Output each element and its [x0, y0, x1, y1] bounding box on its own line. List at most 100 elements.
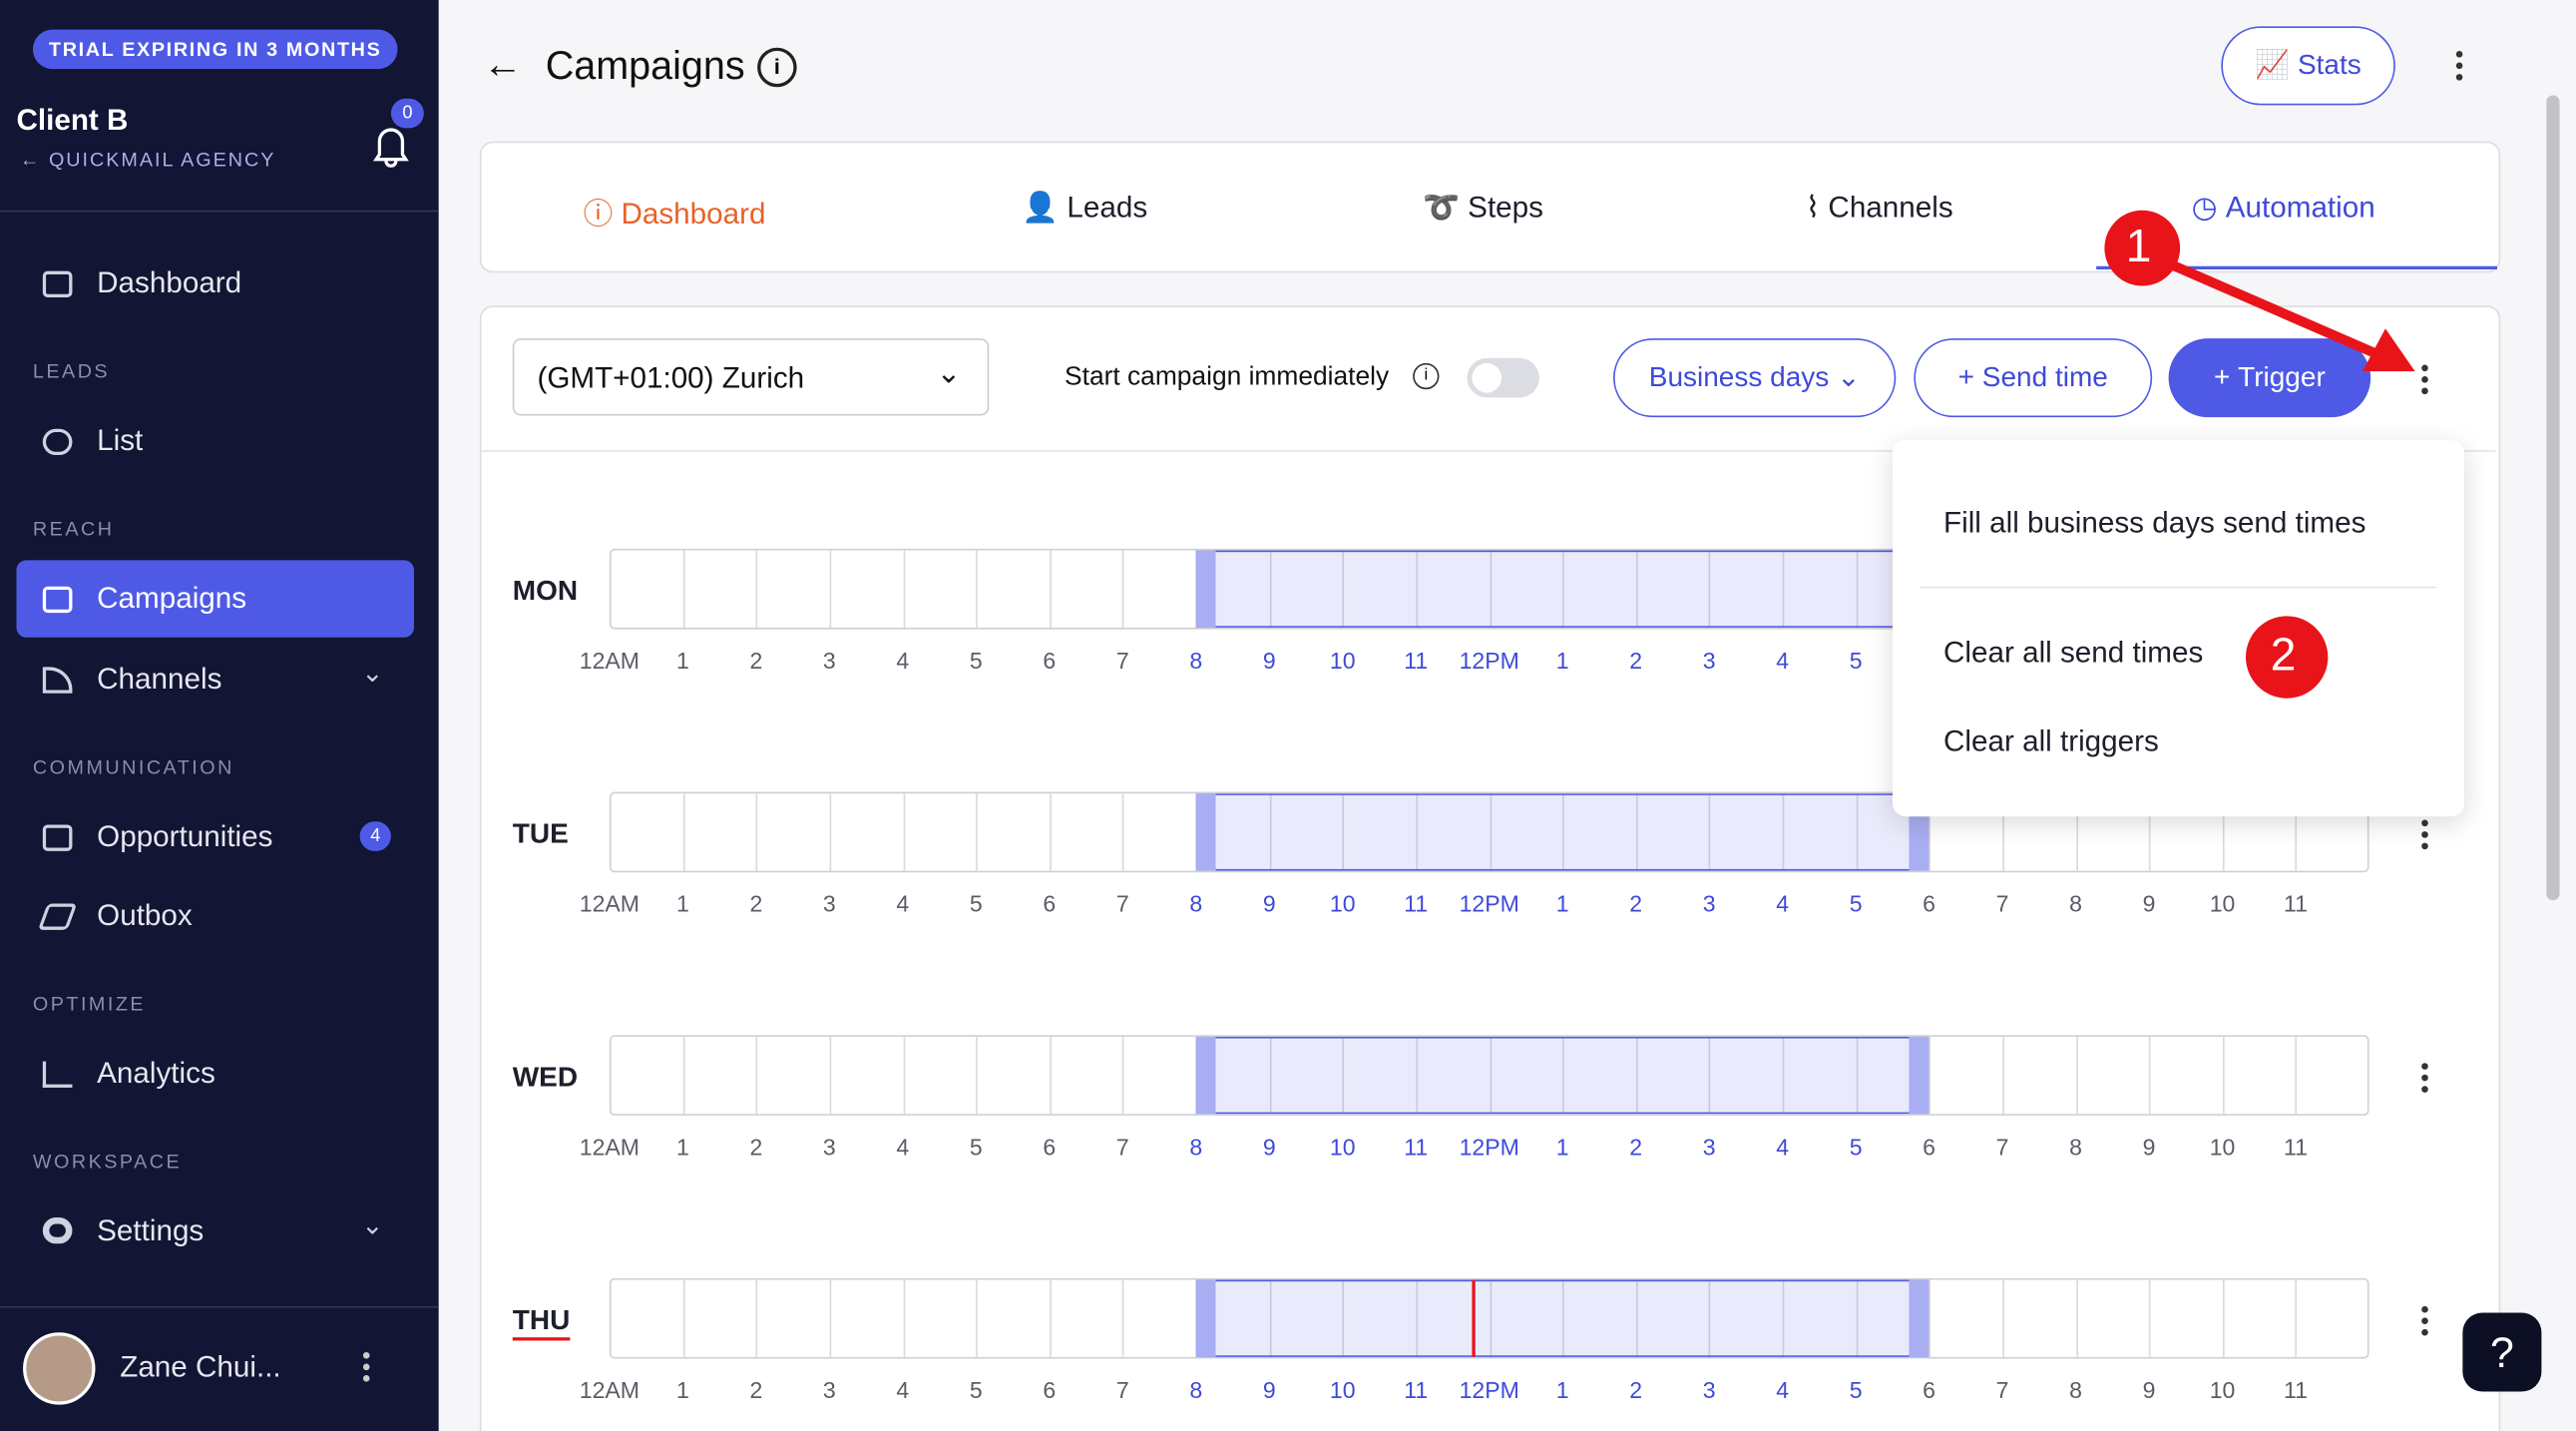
row-menu[interactable] — [2421, 1305, 2428, 1341]
tab[interactable]: ◷ Automation — [2191, 190, 2375, 224]
hour-label: 5 — [969, 1376, 983, 1404]
tab-label: Channels — [1828, 190, 1953, 224]
nav-item[interactable]: List — [97, 423, 144, 457]
menu-item[interactable]: Clear all send times — [1943, 636, 2204, 670]
day-grid[interactable] — [609, 1277, 2369, 1359]
nav-item[interactable]: Outbox — [97, 898, 193, 932]
hour-line — [2222, 1279, 2225, 1357]
chevron[interactable]: ⌄ — [361, 1212, 384, 1241]
day-grid[interactable] — [609, 1035, 2369, 1116]
handle[interactable] — [1195, 1036, 1216, 1115]
hour-line — [1342, 1279, 1345, 1357]
send-time-label: Send time — [1981, 361, 2108, 393]
section-title: OPTIMIZE — [32, 992, 147, 1016]
icon — [42, 428, 73, 456]
scrollbar — [2546, 95, 2560, 901]
toggle[interactable] — [1467, 357, 1539, 398]
handle[interactable] — [1195, 1279, 1216, 1357]
hour-line — [2296, 793, 2298, 871]
hour-label: 12PM — [1459, 1376, 1519, 1404]
handle[interactable] — [1195, 793, 1216, 871]
bell[interactable] — [371, 122, 411, 168]
nav-item[interactable]: Opportunities — [97, 819, 273, 853]
day-grid[interactable] — [609, 791, 2369, 873]
hour-line — [2075, 1036, 2078, 1115]
nav-item[interactable]: Dashboard — [97, 265, 242, 299]
handle[interactable] — [1195, 550, 1216, 628]
hour-line — [2075, 1279, 2078, 1357]
hour-label: 6 — [1043, 1134, 1057, 1161]
info-icon[interactable]: i — [757, 47, 797, 88]
hour-line — [1342, 793, 1345, 871]
agency-link[interactable]: ← QUICKMAIL AGENCY — [19, 148, 276, 172]
hour-label: 8 — [2069, 890, 2082, 917]
hour-label: 3 — [1702, 890, 1716, 917]
hour-line — [902, 550, 905, 628]
active-item[interactable] — [16, 560, 414, 638]
hour-label: 7 — [1115, 890, 1129, 917]
tab[interactable]: 👤 Leads — [1022, 190, 1148, 224]
hour-label: 7 — [1995, 1376, 2009, 1404]
hour-line — [1489, 1036, 1492, 1115]
timezone-select[interactable]: (GMT+01:00) Zurich ⌄ — [512, 338, 990, 416]
chevron[interactable]: ⌄ — [361, 660, 384, 689]
hour-label: 11 — [2284, 890, 2308, 917]
help-button[interactable]: ? — [2462, 1312, 2542, 1392]
business-days-button[interactable]: Business days ⌄ — [1613, 338, 1897, 418]
hour-label: 1 — [675, 1134, 689, 1161]
nav-item[interactable]: Channels — [97, 662, 222, 696]
nav-item[interactable]: Settings — [97, 1213, 205, 1247]
hour-line — [1782, 1279, 1785, 1357]
hour-line — [1562, 1036, 1564, 1115]
send-window — [1195, 1279, 1930, 1357]
header-menu[interactable] — [2455, 51, 2463, 86]
toolbar-menu[interactable] — [2421, 364, 2428, 399]
opportunities-badge: 4 — [359, 821, 391, 851]
handle[interactable] — [1909, 1279, 1930, 1357]
row-menu[interactable] — [2421, 1063, 2428, 1098]
hour-label: 1 — [675, 647, 689, 675]
hour-label: 11 — [2284, 1376, 2308, 1404]
hour-label: 11 — [1404, 647, 1429, 675]
handle[interactable] — [1909, 1036, 1930, 1115]
send-time-button[interactable]: + Send time — [1914, 338, 2153, 418]
menu-item[interactable]: Fill all business days send times — [1943, 506, 2366, 540]
hour-line — [976, 550, 978, 628]
back-arrow[interactable]: ← — [483, 42, 523, 88]
hour-label: 11 — [1404, 890, 1429, 917]
user-menu[interactable] — [362, 1351, 370, 1387]
hour-line — [1122, 550, 1124, 628]
hour-label: 4 — [1776, 1134, 1790, 1161]
nav-item[interactable]: Analytics — [97, 1056, 215, 1090]
row-menu[interactable] — [2421, 819, 2428, 855]
avatar[interactable] — [23, 1332, 96, 1405]
hour-label: 1 — [675, 890, 689, 917]
hour-line — [1782, 550, 1785, 628]
tab[interactable]: ➰ Steps — [1423, 190, 1543, 224]
info-icon[interactable]: i — [1413, 362, 1440, 390]
hour-line — [902, 1279, 905, 1357]
annotation-arrow — [2150, 251, 2381, 360]
hour-label: 3 — [822, 1134, 836, 1161]
hour-label: 10 — [1329, 647, 1356, 675]
tab[interactable]: ⓘ Dashboard — [583, 197, 766, 231]
hour-line — [1489, 550, 1492, 628]
trigger-button[interactable]: + Trigger — [2168, 338, 2371, 418]
hour-label: 9 — [1262, 890, 1276, 917]
stats-button[interactable]: 📈 Stats — [2221, 26, 2395, 106]
hour-label: 4 — [1776, 647, 1790, 675]
hour-label: 2 — [1629, 1134, 1643, 1161]
hour-label: 10 — [2209, 1376, 2236, 1404]
user-name[interactable]: Zane Chui... — [120, 1350, 281, 1384]
menu-item[interactable]: Clear all triggers — [1943, 724, 2159, 757]
tab[interactable]: ⌇ Channels — [1805, 190, 1953, 224]
icon — [42, 824, 73, 851]
trial-badge[interactable]: TRIAL EXPIRING IN 3 MONTHS — [32, 29, 398, 70]
nav-item[interactable]: Campaigns — [97, 581, 247, 615]
hour-label: 6 — [1043, 647, 1057, 675]
divider — [0, 210, 439, 213]
hour-label: 4 — [896, 1376, 910, 1404]
hour-label: 10 — [2209, 890, 2236, 917]
hour-line — [829, 1279, 832, 1357]
hour-line — [1709, 1036, 1711, 1115]
